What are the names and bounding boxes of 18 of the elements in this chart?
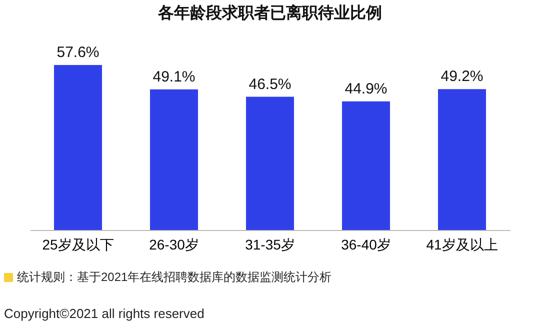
data-label: 46.5% <box>248 76 292 93</box>
x-tick-label: 31-35岁 <box>245 236 295 252</box>
bar <box>246 96 294 230</box>
bar <box>438 89 486 230</box>
x-tick-label: 36-40岁 <box>341 236 391 252</box>
x-tick-label: 26-30岁 <box>149 236 199 252</box>
chart-title: 各年龄段求职者已离职待业比例 <box>157 3 382 22</box>
bar <box>342 101 390 230</box>
data-label: 49.2% <box>440 68 484 86</box>
x-tick-label: 25岁及以下 <box>42 236 114 252</box>
text: 统计规则：基于2021年在线招聘数据库的数据监测统计分析 <box>17 268 332 286</box>
data-label: 49.1% <box>152 68 196 86</box>
bar <box>150 89 198 230</box>
text: Copyright©2021 all rights reserved <box>4 306 204 320</box>
bar <box>54 65 102 230</box>
data-label: 44.9% <box>344 80 388 98</box>
x-tick-label: 41岁及以上 <box>426 236 498 252</box>
data-label: 57.6% <box>56 44 100 61</box>
